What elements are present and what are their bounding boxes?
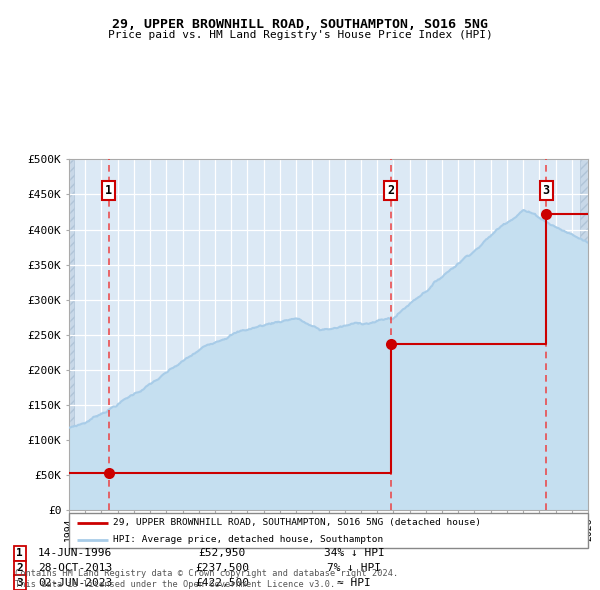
Text: 29, UPPER BROWNHILL ROAD, SOUTHAMPTON, SO16 5NG (detached house): 29, UPPER BROWNHILL ROAD, SOUTHAMPTON, S… [113,519,481,527]
Text: 1: 1 [16,549,23,558]
Text: 1: 1 [105,185,112,198]
Text: £52,950: £52,950 [199,549,245,558]
Bar [69,159,74,510]
Text: £237,500: £237,500 [195,563,249,573]
Text: 29, UPPER BROWNHILL ROAD, SOUTHAMPTON, SO16 5NG: 29, UPPER BROWNHILL ROAD, SOUTHAMPTON, S… [112,18,488,31]
Text: 34% ↓ HPI: 34% ↓ HPI [323,549,385,558]
Text: Price paid vs. HM Land Registry's House Price Index (HPI): Price paid vs. HM Land Registry's House … [107,30,493,40]
Text: Contains HM Land Registry data © Crown copyright and database right 2024.
This d: Contains HM Land Registry data © Crown c… [15,569,398,589]
Text: 2: 2 [387,185,394,198]
Text: 28-OCT-2013: 28-OCT-2013 [38,563,112,573]
Text: 14-JUN-1996: 14-JUN-1996 [38,549,112,558]
Bar [580,159,588,510]
Text: 3: 3 [16,578,23,588]
Text: 7% ↓ HPI: 7% ↓ HPI [327,563,381,573]
Text: 2: 2 [16,563,23,573]
Text: £422,500: £422,500 [195,578,249,588]
Text: 02-JUN-2023: 02-JUN-2023 [38,578,112,588]
Text: 3: 3 [542,185,550,198]
Text: ≈ HPI: ≈ HPI [337,578,371,588]
Text: HPI: Average price, detached house, Southampton: HPI: Average price, detached house, Sout… [113,536,383,545]
FancyBboxPatch shape [69,513,588,548]
